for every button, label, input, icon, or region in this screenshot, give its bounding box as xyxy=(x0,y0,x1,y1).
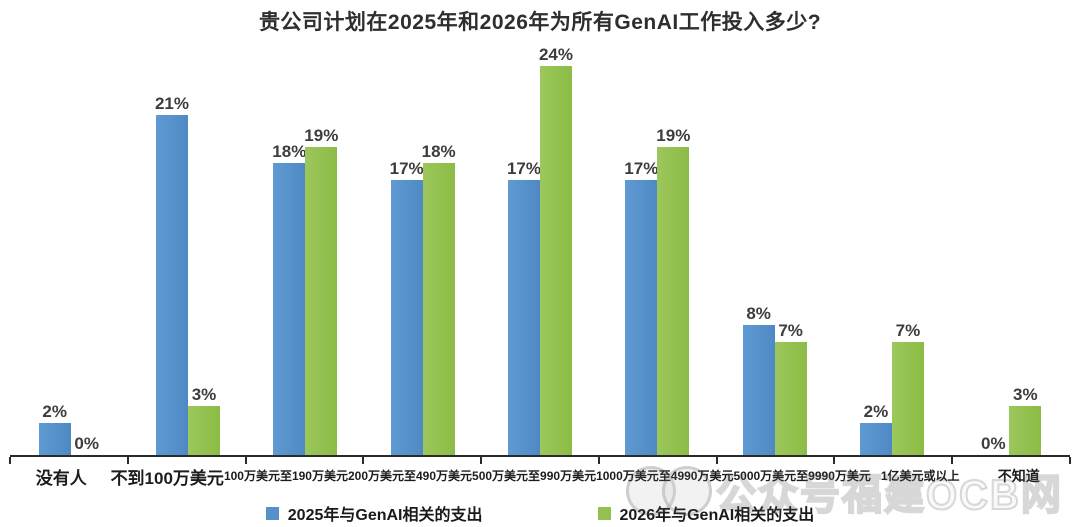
category-label-6: 5000万美元至9990万美元 xyxy=(733,469,871,483)
bar-group-7: 2% 7% xyxy=(833,40,950,455)
bar-slot-s0-c1: 21% xyxy=(154,40,189,455)
bar-s1-c1 xyxy=(187,406,220,455)
legend-swatch-icon xyxy=(265,506,279,520)
axis-tick-6 xyxy=(715,457,718,464)
bar-slot-s0-c6: 8% xyxy=(742,40,775,455)
value-label-s0-c1: 21% xyxy=(154,93,189,113)
value-label-s0-c7: 2% xyxy=(863,401,889,421)
legend-label-0: 2025年与GenAI相关的支出 xyxy=(287,507,483,524)
bar-slot-s1-c7: 7% xyxy=(891,40,924,455)
bar-s1-c3 xyxy=(422,163,455,455)
bar-slot-s0-c0: 2% xyxy=(38,40,71,455)
value-label-s1-c7: 7% xyxy=(895,320,921,340)
bar-s0-c7 xyxy=(859,422,892,455)
plot-area: 2% 0% 21% 3% 18% 19% 17% 18% 17% 24% 17% 19% 8% 7% 2% 7… xyxy=(9,40,1071,464)
value-label-s1-c2: 19% xyxy=(304,126,339,146)
bar-slot-s1-c8: 3% xyxy=(1009,40,1042,455)
category-labels: 没有人 不到100万美元 100万美元至190万美元 200万美元至490万美元 500… xyxy=(12,461,1068,489)
category-label-4: 500万美元至990万美元 xyxy=(472,469,597,483)
bar-groups: 2% 0% 21% 3% 18% 19% 17% 18% 17% 24% 17% 19% 8% 7% 2% 7… xyxy=(12,40,1068,455)
value-label-s1-c8: 3% xyxy=(1012,385,1038,405)
value-label-s1-c5: 19% xyxy=(656,126,691,146)
bar-group-1: 21% 3% xyxy=(129,40,246,455)
bar-s1-c6 xyxy=(774,341,807,455)
category-label-5: 1000万美元至4990万美元 xyxy=(596,469,734,483)
value-label-s0-c5: 17% xyxy=(624,158,659,178)
axis-tick-0 xyxy=(9,457,11,464)
axis-tick-8 xyxy=(951,457,954,464)
bar-s0-c3 xyxy=(390,179,423,455)
axis-tick-5 xyxy=(597,457,600,464)
bar-group-2: 18% 19% xyxy=(247,40,364,455)
bar-group-8: 0% 3% xyxy=(951,40,1068,455)
bar-slot-s1-c6: 7% xyxy=(774,40,807,455)
bar-slot-s1-c2: 19% xyxy=(304,40,339,455)
bar-s1-c2 xyxy=(305,147,338,455)
bar-s0-c4 xyxy=(507,179,540,455)
axis-tick-7 xyxy=(833,457,836,464)
chart-title: 贵公司计划在2025年和2026年为所有GenAI工作投入多少? xyxy=(258,11,822,34)
value-label-s0-c2: 18% xyxy=(272,142,307,162)
bar-slot-s1-c1: 3% xyxy=(187,40,220,455)
bar-group-3: 17% 18% xyxy=(364,40,481,455)
bar-group-6: 8% 7% xyxy=(716,40,833,455)
category-label-1: 不到100万美元 xyxy=(110,469,224,488)
value-label-s0-c6: 8% xyxy=(746,304,771,324)
bar-s0-c5 xyxy=(625,179,658,455)
bar-slot-s0-c5: 17% xyxy=(624,40,659,455)
legend: 2025年与GenAI相关的支出 2026年与GenAI相关的支出 xyxy=(0,501,1080,525)
bar-s0-c2 xyxy=(273,163,306,455)
bar-slot-s1-c5: 19% xyxy=(656,40,691,455)
bar-slot-s0-c8: 0% xyxy=(977,40,1009,455)
bar-slot-s1-c4: 24% xyxy=(538,40,573,455)
value-label-s0-c3: 17% xyxy=(389,158,424,178)
category-label-8: 不知道 xyxy=(997,468,1040,484)
bar-slot-s0-c7: 2% xyxy=(859,40,892,455)
bar-group-5: 17% 19% xyxy=(599,40,716,455)
bar-s1-c7 xyxy=(891,341,924,455)
legend-label-1: 2026年与GenAI相关的支出 xyxy=(619,507,815,524)
value-label-s1-c4: 24% xyxy=(538,45,573,65)
axis-tick-3 xyxy=(362,457,365,464)
axis-tick-4 xyxy=(480,457,483,464)
value-label-s1-c1: 3% xyxy=(191,385,217,405)
bar-s0-c0 xyxy=(38,422,71,455)
legend-swatch-icon xyxy=(597,506,611,520)
axis-tick-9 xyxy=(1069,457,1071,464)
bar-slot-s1-c3: 18% xyxy=(421,40,456,455)
value-label-s1-c3: 18% xyxy=(421,142,456,162)
value-label-s1-c6: 7% xyxy=(778,320,803,340)
bar-slot-s1-c0: 0% xyxy=(71,40,103,455)
category-label-0: 没有人 xyxy=(35,469,87,488)
bar-slot-s0-c4: 17% xyxy=(506,40,541,455)
bar-s0-c6 xyxy=(742,325,775,455)
value-label-s0-c8: 0% xyxy=(980,434,1006,453)
value-label-s1-c0: 0% xyxy=(74,434,99,453)
bar-s1-c8 xyxy=(1009,406,1042,455)
category-label-2: 100万美元至190万美元 xyxy=(223,469,348,483)
bar-group-4: 17% 24% xyxy=(481,40,598,455)
legend-item-1: 2026年与GenAI相关的支出 xyxy=(597,501,815,525)
value-label-s0-c0: 2% xyxy=(42,401,67,421)
bar-group-0: 2% 0% xyxy=(12,40,129,455)
x-axis xyxy=(9,455,1071,466)
axis-tick-2 xyxy=(244,457,247,464)
value-label-s0-c4: 17% xyxy=(506,158,541,178)
bar-s0-c1 xyxy=(155,114,188,455)
category-label-7: 1亿美元或以上 xyxy=(880,469,960,483)
bar-s1-c5 xyxy=(657,147,690,455)
bar-slot-s0-c2: 18% xyxy=(272,40,307,455)
category-label-3: 200万美元至490万美元 xyxy=(347,469,473,483)
bar-slot-s0-c3: 17% xyxy=(389,40,424,455)
bar-s1-c4 xyxy=(539,66,572,455)
axis-tick-1 xyxy=(126,457,129,464)
legend-item-0: 2025年与GenAI相关的支出 xyxy=(265,501,483,525)
